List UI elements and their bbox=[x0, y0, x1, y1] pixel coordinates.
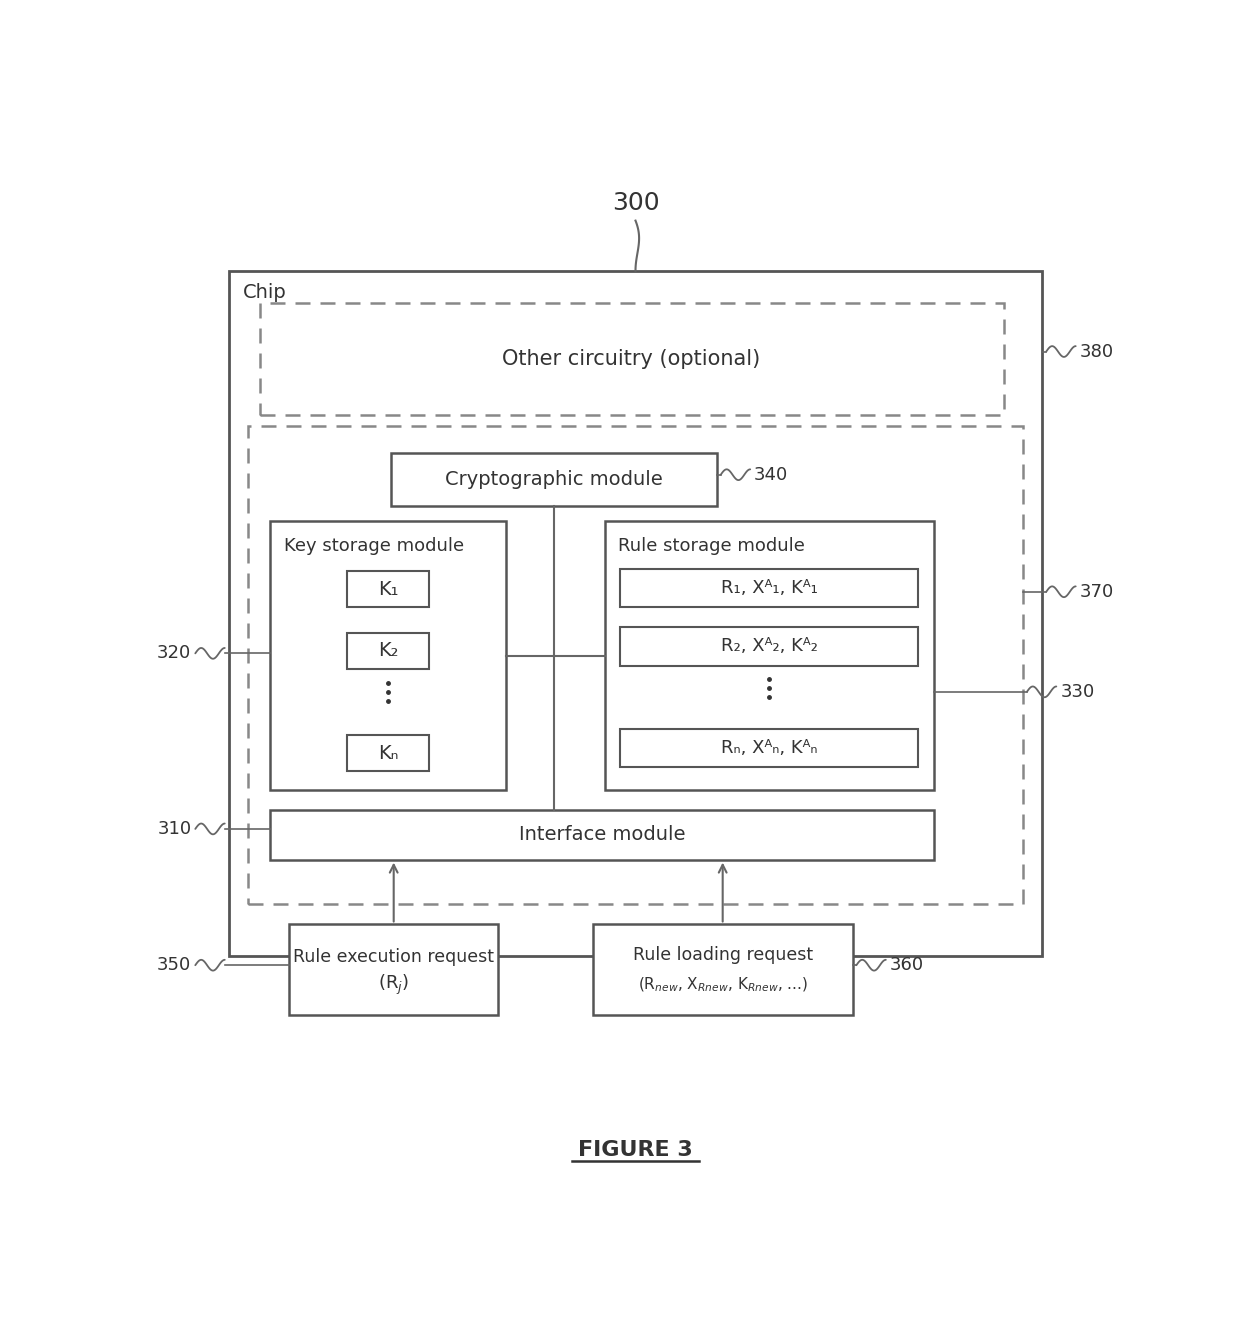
Text: Chip: Chip bbox=[243, 282, 286, 302]
Text: Key storage module: Key storage module bbox=[284, 537, 464, 554]
Bar bbox=[270, 809, 934, 860]
Text: Rule storage module: Rule storage module bbox=[619, 537, 805, 554]
Text: R₁, Xᴬ₁, Kᴬ₁: R₁, Xᴬ₁, Kᴬ₁ bbox=[720, 579, 817, 597]
Text: Interface module: Interface module bbox=[518, 826, 684, 844]
Bar bbox=[620, 569, 919, 607]
Text: Rule loading request: Rule loading request bbox=[632, 946, 812, 965]
Text: Rule execution request: Rule execution request bbox=[293, 947, 495, 966]
Text: Kₙ: Kₙ bbox=[378, 744, 398, 763]
Bar bbox=[248, 427, 1023, 903]
Text: (R$_{new}$, X$_{Rnew}$, K$_{Rnew}$, ...): (R$_{new}$, X$_{Rnew}$, K$_{Rnew}$, ...) bbox=[637, 975, 807, 994]
Text: Rₙ, Xᴬₙ, Kᴬₙ: Rₙ, Xᴬₙ, Kᴬₙ bbox=[720, 739, 817, 757]
Text: 300: 300 bbox=[611, 191, 660, 215]
Text: FIGURE 3: FIGURE 3 bbox=[578, 1140, 693, 1160]
Bar bbox=[620, 729, 919, 767]
Bar bbox=[347, 735, 429, 771]
Text: 380: 380 bbox=[1080, 343, 1114, 360]
Bar bbox=[259, 302, 1003, 415]
Text: R₂, Xᴬ₂, Kᴬ₂: R₂, Xᴬ₂, Kᴬ₂ bbox=[720, 637, 817, 656]
Bar bbox=[347, 571, 429, 607]
Text: 360: 360 bbox=[890, 957, 924, 974]
Bar bbox=[289, 925, 498, 1016]
Bar bbox=[620, 628, 919, 666]
Bar bbox=[392, 454, 717, 506]
Text: Other circuitry (optional): Other circuitry (optional) bbox=[502, 349, 761, 369]
Text: (R$_j$): (R$_j$) bbox=[378, 973, 409, 997]
Bar bbox=[593, 925, 853, 1016]
Text: 370: 370 bbox=[1080, 583, 1114, 601]
Bar bbox=[605, 520, 934, 791]
Bar bbox=[228, 270, 1043, 955]
Bar bbox=[347, 633, 429, 669]
Text: 340: 340 bbox=[754, 466, 789, 484]
Text: K₂: K₂ bbox=[378, 641, 398, 660]
Text: K₁: K₁ bbox=[378, 579, 398, 598]
Text: Cryptographic module: Cryptographic module bbox=[445, 470, 663, 488]
Bar bbox=[270, 520, 506, 791]
Text: 320: 320 bbox=[157, 645, 191, 662]
Text: 310: 310 bbox=[157, 820, 191, 838]
Text: 330: 330 bbox=[1060, 682, 1095, 701]
Text: 350: 350 bbox=[157, 957, 191, 974]
